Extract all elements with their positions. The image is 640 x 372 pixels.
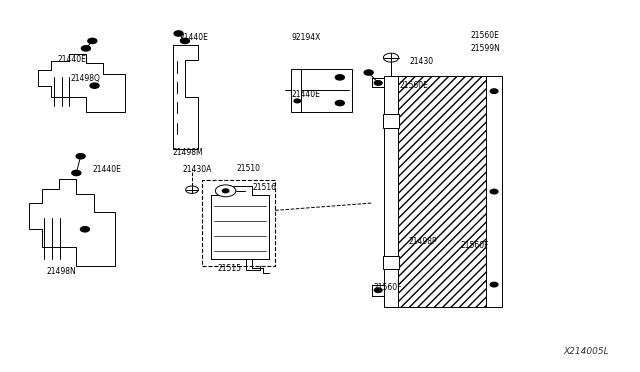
- Text: 92194X: 92194X: [291, 33, 321, 42]
- Circle shape: [374, 288, 382, 292]
- Circle shape: [294, 99, 301, 103]
- Text: X214005L: X214005L: [563, 347, 609, 356]
- Circle shape: [335, 75, 344, 80]
- Circle shape: [374, 81, 382, 85]
- Text: 21510: 21510: [237, 164, 261, 173]
- Text: 21516: 21516: [253, 183, 277, 192]
- Bar: [291, 69, 352, 112]
- Circle shape: [215, 185, 236, 197]
- Text: 21560E: 21560E: [470, 31, 499, 40]
- Text: 21498N: 21498N: [47, 267, 76, 276]
- Bar: [384, 76, 398, 307]
- Circle shape: [223, 189, 229, 193]
- Circle shape: [76, 154, 85, 159]
- Circle shape: [90, 83, 99, 88]
- Text: 21440E: 21440E: [291, 90, 320, 99]
- Text: 21440E: 21440E: [58, 55, 86, 64]
- Circle shape: [364, 70, 373, 75]
- Circle shape: [72, 170, 81, 176]
- Circle shape: [174, 31, 183, 36]
- Text: 21440E: 21440E: [179, 33, 208, 42]
- Bar: [398, 76, 486, 307]
- Text: 21560F: 21560F: [461, 241, 490, 250]
- Text: 21430: 21430: [410, 57, 434, 66]
- Circle shape: [88, 38, 97, 44]
- Text: 21560F: 21560F: [374, 283, 403, 292]
- Circle shape: [81, 46, 90, 51]
- Bar: [202, 180, 275, 266]
- Circle shape: [490, 282, 498, 287]
- Text: 21498Q: 21498Q: [70, 74, 100, 83]
- Circle shape: [180, 38, 189, 44]
- Text: 21498M: 21498M: [173, 148, 204, 157]
- Text: 21599N: 21599N: [470, 44, 500, 53]
- Circle shape: [490, 89, 498, 93]
- Text: 21515: 21515: [218, 264, 242, 273]
- Bar: [486, 76, 502, 307]
- Bar: [383, 256, 399, 269]
- Circle shape: [490, 189, 498, 194]
- Text: 21560E: 21560E: [400, 81, 429, 90]
- Text: 21430A: 21430A: [182, 165, 212, 174]
- Circle shape: [81, 227, 90, 232]
- Text: 21498P: 21498P: [408, 237, 437, 246]
- Bar: [383, 114, 399, 128]
- Circle shape: [335, 100, 344, 106]
- Text: 21440E: 21440E: [93, 165, 122, 174]
